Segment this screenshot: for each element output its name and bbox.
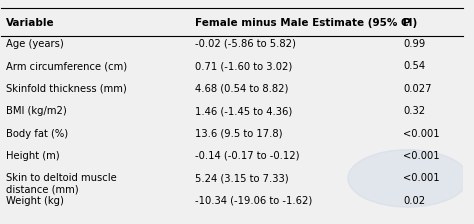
Text: Skin to deltoid muscle
distance (mm): Skin to deltoid muscle distance (mm) (6, 173, 117, 195)
Text: P: P (403, 18, 411, 28)
Text: 0.32: 0.32 (403, 106, 426, 116)
Text: Variable: Variable (6, 18, 55, 28)
Text: -0.02 (-5.86 to 5.82): -0.02 (-5.86 to 5.82) (195, 39, 296, 49)
Text: 1.46 (-1.45 to 4.36): 1.46 (-1.45 to 4.36) (195, 106, 292, 116)
Text: Arm circumference (cm): Arm circumference (cm) (6, 61, 127, 71)
Text: Female minus Male Estimate (95% CI): Female minus Male Estimate (95% CI) (195, 18, 418, 28)
Text: 13.6 (9.5 to 17.8): 13.6 (9.5 to 17.8) (195, 129, 283, 139)
Text: Weight (kg): Weight (kg) (6, 196, 64, 206)
Text: 4.68 (0.54 to 8.82): 4.68 (0.54 to 8.82) (195, 84, 289, 94)
Text: 5.24 (3.15 to 7.33): 5.24 (3.15 to 7.33) (195, 173, 289, 183)
Circle shape (348, 150, 468, 207)
Text: <0.001: <0.001 (403, 173, 440, 183)
Text: 0.71 (-1.60 to 3.02): 0.71 (-1.60 to 3.02) (195, 61, 292, 71)
Text: -0.14 (-0.17 to -0.12): -0.14 (-0.17 to -0.12) (195, 151, 300, 161)
Text: BMI (kg/m2): BMI (kg/m2) (6, 106, 67, 116)
Text: Age (years): Age (years) (6, 39, 64, 49)
Text: Body fat (%): Body fat (%) (6, 129, 68, 139)
Text: Skinfold thickness (mm): Skinfold thickness (mm) (6, 84, 127, 94)
Text: <0.001: <0.001 (403, 151, 440, 161)
Text: <0.001: <0.001 (403, 129, 440, 139)
Text: 0.99: 0.99 (403, 39, 426, 49)
Text: 0.02: 0.02 (403, 196, 426, 206)
Text: 0.027: 0.027 (403, 84, 432, 94)
Text: -10.34 (-19.06 to -1.62): -10.34 (-19.06 to -1.62) (195, 196, 313, 206)
Text: 0.54: 0.54 (403, 61, 426, 71)
Text: Height (m): Height (m) (6, 151, 60, 161)
